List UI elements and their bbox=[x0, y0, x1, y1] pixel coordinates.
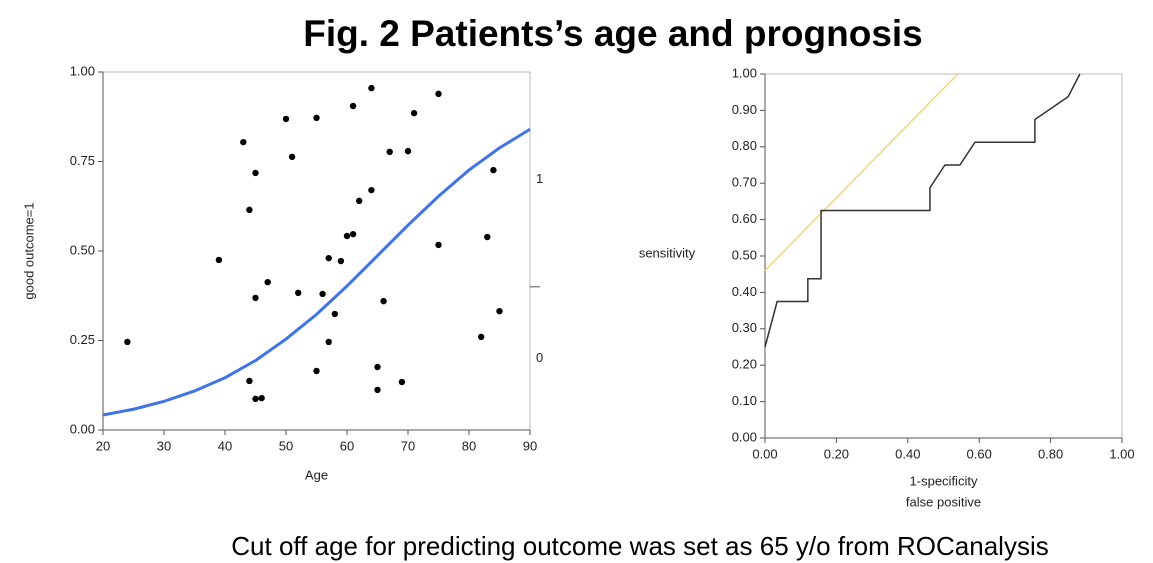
point bbox=[331, 310, 338, 318]
y-tick-label: 0.40 bbox=[732, 284, 757, 299]
point bbox=[295, 289, 302, 297]
y-tick-label: 0.50 bbox=[732, 247, 757, 262]
y-tick-label: 0.60 bbox=[732, 211, 757, 226]
line bbox=[102, 127, 531, 417]
point bbox=[325, 338, 332, 346]
point bbox=[374, 363, 381, 371]
x-tick-label: 90 bbox=[523, 438, 537, 453]
y-tick-label: 0.75 bbox=[70, 153, 95, 168]
point bbox=[288, 153, 296, 161]
x-axis-label: Age bbox=[305, 467, 328, 482]
x-tick-label: 0.20 bbox=[824, 446, 849, 461]
point bbox=[368, 186, 375, 194]
point bbox=[252, 169, 259, 177]
x-tick-label: 20 bbox=[96, 438, 110, 453]
x-tick-label: 30 bbox=[157, 438, 171, 453]
point bbox=[380, 297, 387, 305]
figure-title: Fig. 2 Patients’s age and prognosis bbox=[303, 13, 923, 54]
line bbox=[764, 73, 1081, 348]
point bbox=[356, 197, 363, 205]
point bbox=[478, 333, 485, 341]
x-tick-label: 0.60 bbox=[967, 446, 992, 461]
point bbox=[490, 166, 497, 174]
point bbox=[313, 367, 320, 375]
point bbox=[337, 257, 345, 265]
y-tick-label: 0.70 bbox=[732, 175, 757, 190]
caption: Cut off age for predicting outcome was s… bbox=[231, 531, 1048, 561]
point bbox=[398, 378, 406, 386]
plot-frame bbox=[102, 71, 531, 431]
point bbox=[252, 395, 259, 403]
point bbox=[258, 394, 265, 402]
point bbox=[496, 307, 503, 315]
point bbox=[343, 232, 351, 240]
x-axis-label: 1-specificity bbox=[910, 473, 978, 488]
point bbox=[484, 233, 491, 241]
point bbox=[410, 109, 418, 117]
y-tick-label: 0.20 bbox=[732, 357, 757, 372]
x-tick-label: 0.00 bbox=[752, 446, 777, 461]
point bbox=[124, 338, 131, 346]
x-tick-label: 50 bbox=[279, 438, 293, 453]
x-tick-label: 0.80 bbox=[1038, 446, 1063, 461]
plot-frame bbox=[764, 73, 1123, 439]
y-axis-label: sensitivity bbox=[639, 245, 696, 260]
point bbox=[349, 102, 357, 110]
point bbox=[386, 148, 393, 156]
y-tick-label: 0.00 bbox=[732, 429, 757, 444]
y2-tick-label: 1 bbox=[536, 171, 543, 186]
y-tick-label: 0.25 bbox=[70, 332, 95, 347]
point bbox=[435, 241, 442, 249]
point bbox=[240, 138, 247, 146]
x-axis-label: false positive bbox=[906, 494, 981, 509]
point bbox=[246, 206, 253, 214]
x-tick-label: 40 bbox=[218, 438, 232, 453]
point bbox=[374, 386, 381, 394]
point bbox=[313, 114, 320, 122]
line bbox=[764, 73, 959, 272]
x-tick-label: 0.40 bbox=[895, 446, 920, 461]
x-tick-label: 70 bbox=[401, 438, 415, 453]
point bbox=[404, 147, 412, 155]
point bbox=[325, 254, 332, 262]
point bbox=[215, 256, 223, 264]
point bbox=[435, 90, 442, 98]
point bbox=[368, 84, 375, 92]
y-tick-label: 0.10 bbox=[732, 393, 757, 408]
point bbox=[246, 377, 253, 385]
y-axis-label: good outcome=1 bbox=[21, 202, 36, 299]
x-tick-label: 1.00 bbox=[1109, 446, 1134, 461]
y2-tick-label: 0 bbox=[536, 350, 543, 365]
point bbox=[252, 294, 259, 302]
y-tick-label: 0.50 bbox=[70, 242, 95, 257]
y-tick-label: 0.30 bbox=[732, 320, 757, 335]
point bbox=[282, 115, 290, 123]
point bbox=[319, 290, 326, 298]
y-tick-label: 0.90 bbox=[732, 102, 757, 117]
y-tick-label: 1.00 bbox=[732, 65, 757, 80]
y-tick-label: 0.00 bbox=[70, 421, 95, 436]
point bbox=[264, 278, 271, 286]
point bbox=[349, 230, 357, 238]
y-tick-label: 1.00 bbox=[70, 63, 95, 78]
x-tick-label: 60 bbox=[340, 438, 354, 453]
x-tick-label: 80 bbox=[462, 438, 476, 453]
y-tick-label: 0.80 bbox=[732, 138, 757, 153]
